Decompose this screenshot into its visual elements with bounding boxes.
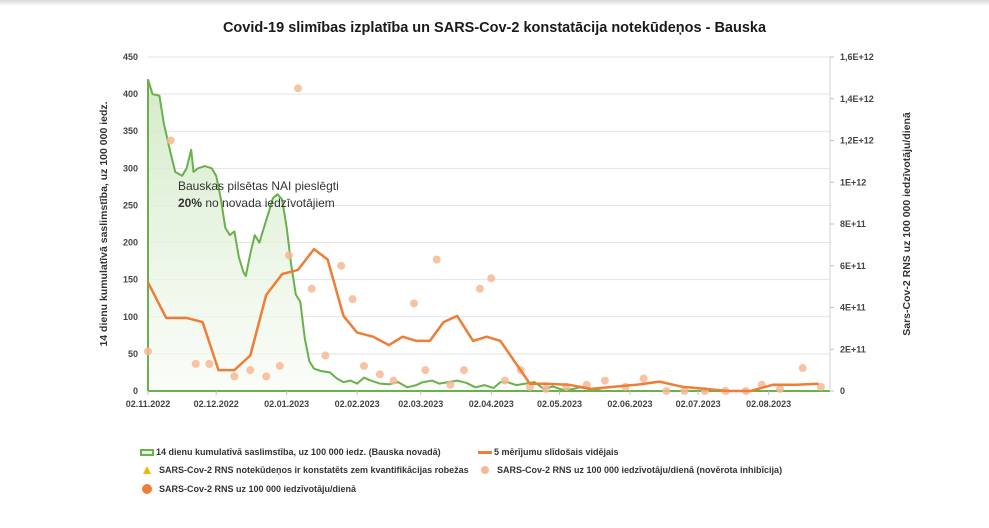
legend-label: SARS-Cov-2 RNS uz 100 000 iedzīvotāju/di… [159,484,357,494]
rns-data-point [816,382,825,391]
rns-data-point [775,384,784,393]
rns-data-point [475,284,484,293]
annotation-line-1: Bauskas pilsētas NAI pieslēgti [178,179,339,193]
window-top-shadow [0,0,989,6]
legend-label: 5 mērījumu slīdošais vidējais [494,447,619,457]
y-left-tick-label: 100 [123,312,138,322]
annotation-text: Bauskas pilsētas NAI pieslēgti 20% no no… [178,178,339,212]
rns-data-point [421,366,430,375]
rns-data-point [191,359,200,368]
incidence-area-fill [148,79,830,392]
rns-data-point [487,274,496,283]
rns-data-point [409,299,418,308]
y-left-tick-label: 450 [123,52,138,62]
rns-data-point [662,387,671,395]
rns-data-point [230,372,239,381]
y-right-tick-label: 1,4E+12 [840,94,874,104]
x-tick-label: 02.05.2023 [537,399,582,409]
rns-data-point [500,376,509,385]
annotation-line-2-rest: no novada iedzīvotājiem [202,196,335,210]
rns-data-point [359,361,368,370]
x-tick-label: 02.04.2023 [469,399,514,409]
legend-swatch-area [140,448,154,456]
y-left-tick-label: 50 [128,349,138,359]
dot-marker-icon [142,484,152,494]
x-tick-label: 02.12.2022 [194,399,239,409]
rns-data-point [294,84,303,93]
moving-average-line [146,247,819,393]
x-tick-label: 02.06.2023 [607,399,652,409]
y-right-tick-label: 8E+11 [840,219,866,229]
annotation-bold: 20% [178,196,203,210]
rns-data-point [348,295,357,304]
legend-label: SARS-Cov-2 RNS uz 100 000 iedzīvotāju/di… [497,465,783,475]
y-left-tick-label: 350 [123,126,138,136]
y-right-tick-label: 1,6E+12 [840,52,874,62]
y-left-tick-label: 200 [123,238,138,248]
y-right-tick-label: 4E+11 [840,303,866,313]
y-right-tick-label: 2E+11 [840,344,866,354]
rns-data-point [337,261,346,270]
rns-data-point [166,136,175,145]
y-right-tick-label: 6E+11 [840,261,866,271]
legend-item-incidence: 14 dienu kumulatīvā saslimstība, uz 100 … [140,447,441,457]
rns-data-point [144,347,152,356]
x-tick-label: 02.03.2023 [398,399,443,409]
rns-data-point [432,255,441,264]
rns-data-point [275,361,284,370]
annotation-line-2: 20% no novada iedzīvotājiem [178,195,339,212]
legend-item-rns: SARS-Cov-2 RNS uz 100 000 iedzīvotāju/di… [140,484,356,494]
rns-data-point [600,376,609,385]
x-tick-label: 02.01.2023 [264,399,309,409]
rns-data-point [307,284,316,293]
chart-title: Covid-19 slimības izplatība un SARS-Cov-… [222,20,767,36]
y-right-tick-label: 1E+12 [840,177,866,187]
x-tick-label: 02.02.2023 [335,399,380,409]
y-right-tick-label: 1,2E+12 [840,136,874,146]
y-left-tick-label: 250 [123,200,138,210]
legend-swatch-line [478,450,492,454]
rns-data-point [262,372,271,381]
x-tick-label: 02.08.2023 [746,399,791,409]
rns-data-point [798,364,807,373]
rns-data-point [459,366,468,375]
rns-data-point [639,374,648,383]
rns-data-point [446,380,455,389]
legend-item-inhibition: SARS-Cov-2 RNS uz 100 000 iedzīvotāju/di… [478,465,782,475]
rns-data-point [375,370,384,379]
incidence-line [147,79,830,392]
y-left-tick-label: 400 [123,89,138,99]
series-layer [144,79,830,395]
y-left-tick-label: 150 [123,275,138,285]
x-tick-label: 02.07.2023 [676,399,721,409]
rns-data-point [205,359,214,368]
rns-data-point [680,387,689,395]
rns-data-point [541,384,550,393]
y-left-tick-label: 0 [133,386,138,396]
legend-item-moving-average: 5 mērījumu slīdošais vidējais [478,447,619,457]
rns-data-point [246,366,255,375]
rns-data-point [284,251,293,260]
rns-data-point [321,351,330,360]
x-tick-label: 02.11.2022 [126,399,171,409]
y-left-tick-label: 300 [123,163,138,173]
axes-layer: 0 50 100 150 200 250 300 350 400 450 0 2E+11 4E+11 6E… [123,52,874,409]
legend-label: SARS-Cov-2 RNS notekūdeņos ir konstatēts… [159,465,469,475]
triangle-marker-icon [143,466,151,474]
legend-label: 14 dienu kumulatīvā saslimstība, uz 100 … [156,447,441,457]
y-right-tick-label: 0 [840,386,845,396]
legend-item-below-quantification: SARS-Cov-2 RNS notekūdeņos ir konstatēts… [140,465,469,475]
rns-data-point [389,376,398,385]
light-dot-marker-icon [481,466,489,474]
